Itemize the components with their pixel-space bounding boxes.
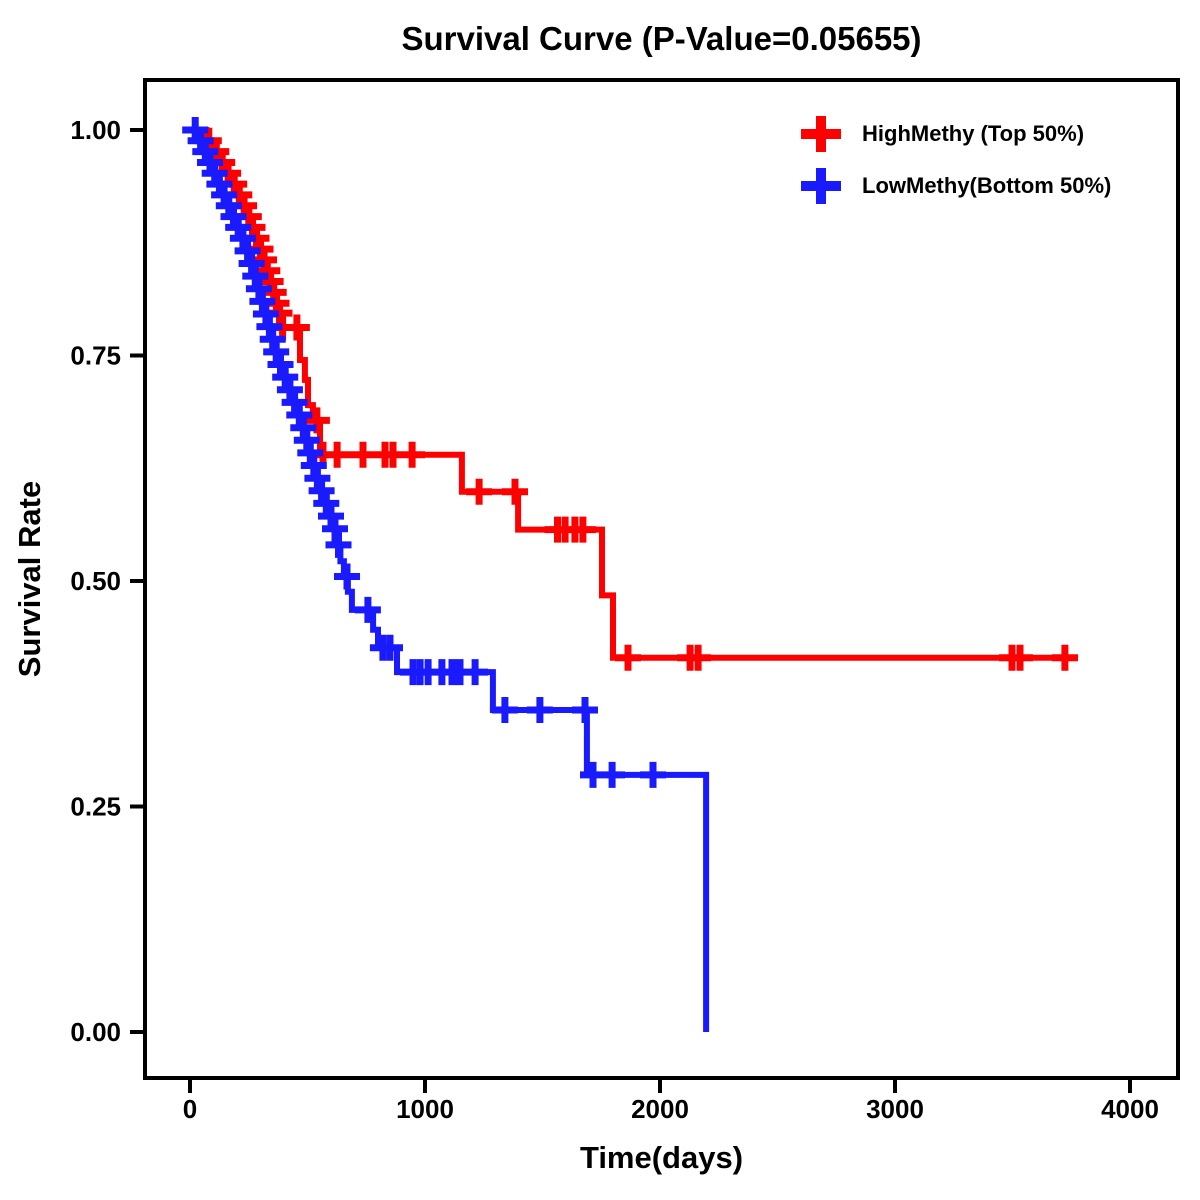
- legend-label-highmethy: HighMethy (Top 50%): [862, 121, 1085, 146]
- plus-marker-blue-icon: [801, 168, 841, 204]
- y-axis-label: Survival Rate: [12, 481, 47, 677]
- legend-item-highmethy: HighMethy (Top 50%): [798, 112, 1111, 156]
- y-axis-tick-label: 0.75: [70, 341, 121, 371]
- plus-marker-red-icon: [801, 116, 841, 152]
- plot-border: [143, 78, 1180, 1080]
- chart-title: Survival Curve (P-Value=0.05655): [401, 20, 922, 57]
- x-axis-tick-label: 2000: [631, 1094, 689, 1124]
- y-axis-tick-label: 0.50: [70, 566, 121, 596]
- y-axis-tick-label: 1.00: [70, 115, 121, 145]
- x-axis-label: Time(days): [580, 1140, 743, 1175]
- legend-label-lowmethy: LowMethy(Bottom 50%): [862, 173, 1112, 198]
- censor-marks-lowmethy: [182, 117, 666, 788]
- x-axis-tick-label: 4000: [1101, 1094, 1159, 1124]
- y-axis-tick-label: 0.25: [70, 792, 121, 822]
- x-axis-tick-label: 3000: [866, 1094, 924, 1124]
- legend: HighMethy (Top 50%) LowMethy(Bottom 50%): [798, 112, 1111, 216]
- y-axis-tick-label: 0.00: [70, 1017, 121, 1047]
- x-axis-tick-label: 1000: [396, 1094, 454, 1124]
- x-axis-tick-label: 0: [183, 1094, 197, 1124]
- legend-item-lowmethy: LowMethy(Bottom 50%): [798, 164, 1111, 208]
